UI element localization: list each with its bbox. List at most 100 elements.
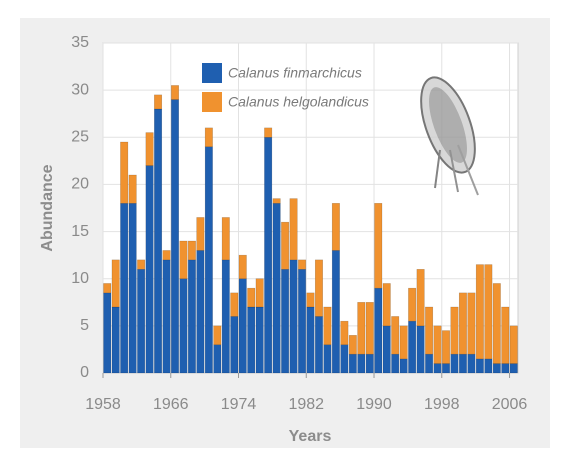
bar-segment — [137, 259, 146, 270]
bar-segment — [162, 259, 171, 374]
bar-segment — [154, 108, 163, 374]
y-tick-label: 35 — [71, 34, 89, 51]
bar-segment — [238, 278, 247, 374]
bar-segment — [501, 363, 510, 374]
bar-segment — [298, 269, 307, 374]
bar-segment — [272, 198, 281, 204]
copepod-illustration — [420, 76, 479, 196]
bar-segment — [484, 358, 493, 374]
bar-segment — [416, 325, 425, 374]
bar-segment — [374, 203, 383, 289]
bar-segment — [306, 306, 315, 374]
x-axis-title: Years — [289, 428, 332, 445]
bar-segment — [382, 283, 391, 327]
bar-segment — [442, 363, 450, 374]
bar-segment — [171, 99, 179, 374]
bar-segment — [187, 259, 196, 374]
bar-segment — [450, 306, 459, 355]
bar-segment — [433, 325, 442, 364]
bar-segment — [458, 292, 467, 355]
bar-segment — [475, 358, 484, 374]
bar-segment — [187, 240, 196, 261]
legend-label: Calanus finmarchicus — [228, 65, 362, 81]
bar-segment — [458, 353, 467, 374]
bar-segment — [408, 320, 417, 374]
bar-segment — [484, 264, 493, 360]
bar-segment — [509, 325, 518, 364]
bar-segment — [128, 203, 137, 374]
bar-segment — [247, 306, 256, 374]
bar-segment — [171, 85, 179, 100]
x-tick-label: 2006 — [492, 396, 528, 413]
bar-segment — [221, 259, 230, 374]
bar-segment — [357, 353, 366, 374]
bar-segment — [416, 269, 425, 327]
bar-segment — [103, 292, 112, 374]
legend-swatch — [202, 63, 222, 83]
bar-segment — [281, 221, 290, 270]
bar-segment — [408, 287, 417, 322]
bar-segment — [272, 203, 281, 374]
bar-segment — [331, 250, 340, 374]
bar-segment — [467, 292, 476, 355]
bar-segment — [281, 269, 290, 374]
bars — [103, 85, 518, 374]
x-tick-label: 1982 — [288, 396, 324, 413]
bar-segment — [323, 344, 332, 374]
bar-segment — [196, 250, 205, 374]
bar-segment — [306, 292, 315, 308]
bar-segment — [230, 292, 239, 317]
y-tick-label: 10 — [71, 270, 89, 287]
bar-segment — [145, 165, 154, 374]
bar-segment — [340, 344, 349, 374]
bar-segment — [230, 316, 239, 374]
bar-segment — [103, 283, 112, 294]
bar-segment — [111, 306, 120, 374]
bar-segment — [128, 174, 137, 204]
bar-segment — [442, 330, 450, 364]
bar-segment — [213, 344, 222, 374]
legend: Calanus finmarchicus Calanus helgolandicu… — [202, 63, 369, 112]
bar-segment — [154, 94, 163, 110]
bar-segment — [238, 254, 247, 279]
bar-segment — [492, 283, 501, 364]
bar-segment — [289, 198, 298, 261]
bar-segment — [204, 146, 213, 374]
bar-segment — [120, 141, 129, 204]
bar-segment — [264, 137, 273, 374]
bar-segment — [314, 259, 323, 317]
bar-segment — [221, 217, 230, 261]
bar-segment — [450, 353, 459, 374]
bar-segment — [365, 302, 374, 355]
bar-segment — [120, 203, 129, 374]
x-tick-label: 1990 — [356, 396, 392, 413]
bar-segment — [213, 325, 222, 345]
bar-segment — [255, 306, 264, 374]
bar-segment — [391, 353, 400, 374]
bar-segment — [323, 306, 332, 345]
bar-segment — [331, 203, 340, 251]
bar-segment — [433, 363, 442, 374]
bar-segment — [374, 287, 383, 374]
x-tick-label: 1974 — [221, 396, 257, 413]
bar-segment — [348, 335, 357, 355]
bar-segment — [111, 259, 120, 308]
bar-segment — [475, 264, 484, 360]
bar-segment — [425, 306, 434, 355]
bar-segment — [357, 302, 366, 355]
y-axis-title: Abundance — [39, 164, 56, 251]
bar-segment — [492, 363, 501, 374]
legend-label: Calanus helgolandicus — [228, 94, 369, 110]
y-tick-label: 0 — [80, 364, 89, 381]
bar-segment — [298, 259, 307, 270]
bar-segment — [264, 127, 273, 138]
y-tick-label: 20 — [71, 176, 89, 193]
bar-segment — [399, 358, 408, 374]
bar-segment — [145, 132, 154, 166]
bar-segment — [179, 278, 188, 374]
y-tick-label: 15 — [71, 223, 89, 240]
bar-segment — [391, 316, 400, 355]
bar-segment — [425, 353, 434, 374]
bar-segment — [509, 363, 518, 374]
bar-segment — [162, 250, 171, 261]
